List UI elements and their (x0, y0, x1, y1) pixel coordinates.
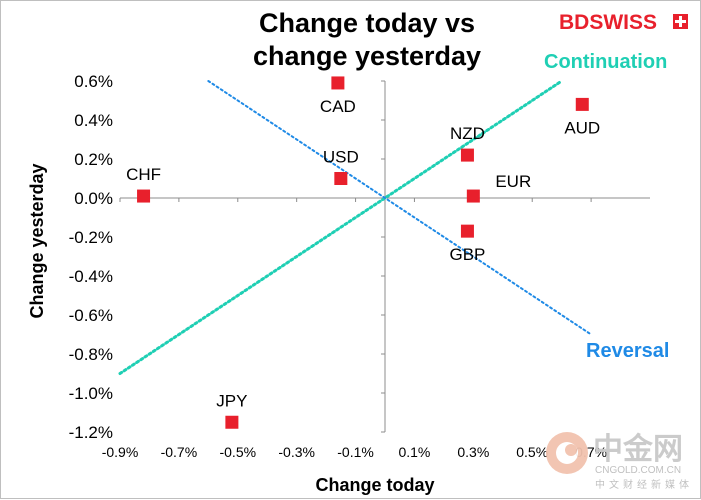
y-tick-label: 0.6% (74, 72, 113, 91)
y-axis-title: Change yesterday (27, 163, 47, 318)
x-tick-label: -0.3% (278, 444, 315, 460)
watermark-cn-sub: 中文财经新媒体 (595, 478, 693, 491)
x-tick-label: -0.5% (219, 444, 256, 460)
point-label: NZD (450, 124, 485, 143)
brand-logo: BDSWISS (559, 11, 688, 34)
point-marker (331, 76, 345, 90)
y-tick-labels: 0.6% 0.4% 0.2% 0.0% -0.2% -0.4% -0.6% -0.8% -1.0… (69, 72, 113, 442)
y-tick-label: 0.2% (74, 150, 113, 169)
x-tick-label: -0.7% (161, 444, 198, 460)
point-marker (575, 97, 589, 111)
point-marker (466, 189, 480, 203)
point-nzd: NZD (450, 124, 485, 162)
data-points: CAD AUD NZD USD CHF EUR GBP JPY (126, 76, 600, 429)
point-label: USD (323, 148, 359, 167)
x-tick-label: -0.1% (337, 444, 374, 460)
x-tick-label: 0.5% (516, 444, 548, 460)
point-label: CHF (126, 165, 161, 184)
point-cad: CAD (320, 76, 356, 116)
chart-title-line-2: change yesterday (253, 41, 481, 71)
point-aud: AUD (564, 97, 600, 137)
y-tick-label: -0.4% (69, 267, 113, 286)
x-tick-labels: -0.9% -0.7% -0.5% -0.3% -0.1% 0.1% 0.3% 0.5% 0.7… (102, 444, 607, 460)
brand-name: BDSWISS (559, 11, 657, 34)
continuation-line (118, 79, 564, 375)
point-label: CAD (320, 97, 356, 116)
point-jpy: JPY (216, 391, 247, 429)
x-tick-label: 0.1% (398, 444, 430, 460)
y-tick-label: -1.0% (69, 384, 113, 403)
point-usd: USD (323, 148, 359, 185)
reversal-label: Reversal (586, 340, 669, 362)
watermark-cn-name: 中金网 (593, 432, 683, 467)
x-tick-label: -0.9% (102, 444, 139, 460)
x-axis-title: Change today (315, 475, 434, 495)
cngold-logo-icon (546, 432, 588, 474)
point-label: AUD (564, 118, 600, 137)
point-label: GBP (449, 245, 485, 264)
y-tick-label: -0.8% (69, 345, 113, 364)
point-marker (137, 189, 151, 203)
point-marker (460, 148, 474, 162)
cngold-watermark: 中金网 CNGOLD.COM.CN 中文财经新媒体 (546, 432, 693, 491)
point-gbp: GBP (449, 224, 485, 264)
watermark-site: CNGOLD.COM.CN (595, 465, 681, 476)
chart-title-line-1: Change today vs (259, 8, 475, 38)
point-chf: CHF (126, 165, 161, 203)
y-tick-label: 0.0% (74, 189, 113, 208)
reversal-line (207, 80, 593, 336)
point-marker (225, 415, 239, 429)
point-label: JPY (216, 391, 247, 410)
point-marker (460, 224, 474, 238)
y-tick-label: -1.2% (69, 423, 113, 442)
point-label: EUR (495, 172, 531, 191)
point-eur: EUR (466, 172, 531, 203)
trend-lines (118, 79, 593, 375)
y-tick-label: 0.4% (74, 111, 113, 130)
point-marker (334, 172, 348, 185)
continuation-label: Continuation (544, 51, 667, 73)
x-tick-label: 0.3% (457, 444, 489, 460)
y-tick-label: -0.6% (69, 306, 113, 325)
y-tick-label: -0.2% (69, 228, 113, 247)
swiss-cross-icon (673, 14, 688, 29)
